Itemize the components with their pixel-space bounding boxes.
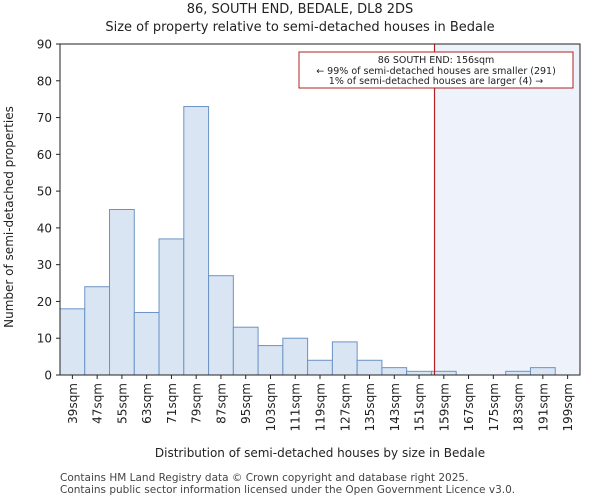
annotation-box xyxy=(298,51,574,89)
histogram-bar xyxy=(59,308,86,376)
chart-subtitle: Size of property relative to semi-detach… xyxy=(105,20,495,35)
x-tick-label: 95sqm xyxy=(239,383,253,424)
y-tick-label: 50 xyxy=(37,185,52,199)
annotation-line-3: 1% of semi-detached houses are larger (4… xyxy=(329,76,543,87)
annotation-line-1: 86 SOUTH END: 156sqm xyxy=(378,55,495,66)
y-axis-label: Number of semi-detached properties xyxy=(2,106,16,328)
histogram-bar xyxy=(381,367,408,376)
x-tick-label: 103sqm xyxy=(264,383,278,431)
x-tick-label: 151sqm xyxy=(413,383,427,431)
footer-attribution-2: Contains public sector information licen… xyxy=(60,484,516,496)
histogram-bar xyxy=(109,209,135,376)
histogram-bar xyxy=(158,238,185,376)
x-tick-label: 87sqm xyxy=(214,383,228,424)
y-tick-label: 0 xyxy=(44,369,52,383)
x-tick-label: 47sqm xyxy=(91,383,105,424)
y-tick-label: 90 xyxy=(37,38,52,52)
annotation-line-2: ← 99% of semi-detached houses are smalle… xyxy=(316,66,556,77)
footer-attribution-1: Contains HM Land Registry data © Crown c… xyxy=(60,472,469,484)
x-tick-label: 167sqm xyxy=(462,383,476,431)
x-tick-label: 127sqm xyxy=(338,383,352,431)
histogram-bar xyxy=(430,370,457,376)
x-tick-label: 183sqm xyxy=(512,383,526,431)
histogram-bar xyxy=(529,367,556,376)
x-tick-label: 199sqm xyxy=(561,383,575,431)
histogram-bar xyxy=(282,337,309,376)
histogram-bar xyxy=(133,311,160,376)
y-tick-label: 30 xyxy=(37,258,52,272)
x-tick-label: 191sqm xyxy=(536,383,550,431)
histogram-bar xyxy=(232,326,259,376)
x-tick-label: 55sqm xyxy=(115,383,129,424)
x-tick-label: 39sqm xyxy=(66,383,80,424)
histogram-bar xyxy=(183,106,210,376)
larger-region-shade xyxy=(434,44,580,375)
x-tick-label: 79sqm xyxy=(190,383,204,424)
histogram-bar xyxy=(406,370,432,376)
x-tick-label: 175sqm xyxy=(487,383,501,431)
x-tick-label: 63sqm xyxy=(140,383,154,424)
histogram-bar xyxy=(84,286,111,376)
histogram-bar xyxy=(307,359,333,376)
histogram-bar xyxy=(505,370,531,376)
chart-title: 86, SOUTH END, BEDALE, DL8 2DS xyxy=(186,2,414,17)
histogram-bar xyxy=(356,359,383,376)
x-tick-label: 135sqm xyxy=(363,383,377,431)
y-tick-label: 20 xyxy=(37,295,52,309)
y-tick-label: 40 xyxy=(37,221,52,235)
y-tick-label: 10 xyxy=(37,332,52,346)
histogram-bar xyxy=(208,275,234,376)
x-tick-label: 111sqm xyxy=(289,383,303,431)
y-tick-label: 60 xyxy=(37,148,52,162)
x-tick-label: 71sqm xyxy=(165,383,179,424)
histogram-bar xyxy=(331,341,358,376)
x-tick-label: 143sqm xyxy=(388,383,402,431)
x-tick-label: 119sqm xyxy=(314,383,328,431)
y-tick-label: 80 xyxy=(37,74,52,88)
x-axis-label: Distribution of semi-detached houses by … xyxy=(155,446,485,460)
histogram-bar xyxy=(257,345,284,376)
y-tick-label: 70 xyxy=(37,111,52,125)
x-tick-label: 159sqm xyxy=(437,383,451,431)
